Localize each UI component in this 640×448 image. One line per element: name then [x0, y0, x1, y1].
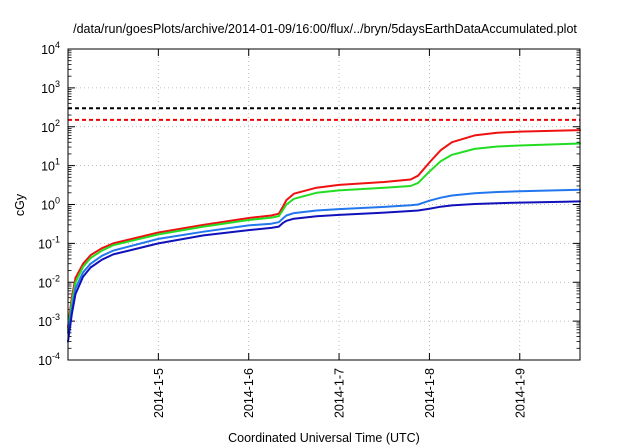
series-line — [67, 142, 581, 331]
series-line — [67, 200, 581, 343]
y-tick-label: 10-3 — [38, 312, 60, 329]
x-tick-labels: 2014-1-5 2014-1-6 2014-1-7 2014-1-8 2014-1-9 — [152, 368, 527, 418]
x-tick-label: 2014-1-8 — [423, 368, 437, 418]
x-tick-label: 2014-1-6 — [242, 368, 256, 418]
series-line — [67, 188, 581, 334]
y-tick-label: 10-1 — [38, 234, 60, 251]
chart-title: /data/run/goesPlots/archive/2014-01-09/1… — [73, 22, 577, 36]
y-tick-label: 100 — [41, 196, 60, 213]
x-tick-label: 2014-1-5 — [152, 368, 166, 418]
series-line — [67, 129, 581, 329]
plot-frame — [67, 48, 581, 361]
threshold-lines — [68, 107, 580, 121]
grid — [68, 49, 580, 360]
y-axis-label: cGy — [13, 193, 27, 216]
y-tick-label: 103 — [41, 79, 60, 96]
y-tick-label: 104 — [41, 40, 60, 57]
y-tick-label: 102 — [41, 118, 60, 135]
y-tick-label: 10-2 — [38, 273, 60, 290]
y-tick-labels: 10-4 10-3 10-2 10-1 100 101 102 103 104 — [38, 40, 60, 368]
x-axis-label: Coordinated Universal Time (UTC) — [228, 431, 420, 445]
series-lines — [67, 129, 581, 343]
y-tick-label: 10-4 — [38, 351, 60, 368]
y-tick-label: 101 — [41, 157, 60, 174]
x-tick-label: 2014-1-7 — [333, 368, 347, 418]
x-tick-label: 2014-1-9 — [513, 368, 527, 418]
